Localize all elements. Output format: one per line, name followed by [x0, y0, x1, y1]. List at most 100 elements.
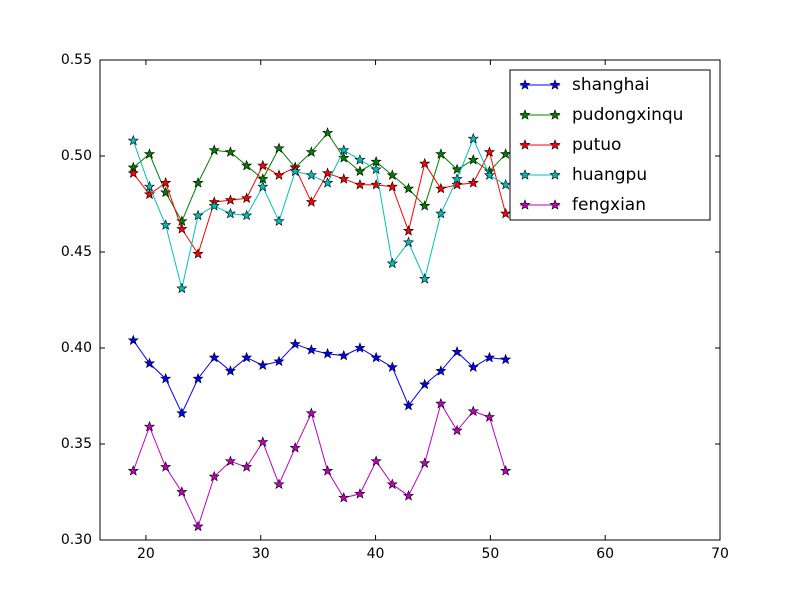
- point-marker: [289, 441, 301, 453]
- point-marker: [386, 169, 398, 180]
- point-marker: [402, 225, 415, 236]
- point-marker: [467, 153, 479, 165]
- legend-box: [509, 69, 711, 221]
- point-marker: [305, 196, 317, 207]
- point-marker: [483, 411, 496, 422]
- point-marker: [143, 180, 156, 192]
- point-marker: [467, 361, 479, 372]
- point-marker: [354, 488, 366, 499]
- point-marker: [192, 372, 204, 384]
- x-tick-label: 50: [481, 546, 499, 562]
- point-marker: [338, 144, 350, 155]
- point-marker: [224, 194, 236, 205]
- legend-label: putuo: [572, 135, 621, 155]
- point-marker: [160, 461, 172, 472]
- legend-label: huangpu: [572, 165, 647, 185]
- point-marker: [483, 351, 496, 363]
- point-marker: [192, 520, 204, 532]
- point-marker: [321, 167, 334, 179]
- plot-frame: [99, 59, 721, 541]
- legend-marker: [549, 109, 561, 120]
- point-marker: [208, 351, 220, 363]
- point-marker: [273, 355, 285, 367]
- point-marker: [160, 372, 172, 384]
- point-marker: [289, 338, 301, 349]
- point-marker: [500, 178, 512, 190]
- point-marker: [386, 257, 398, 269]
- point-marker: [176, 223, 188, 234]
- point-marker: [483, 169, 496, 180]
- point-marker: [354, 165, 366, 177]
- point-marker: [451, 424, 463, 436]
- point-marker: [273, 169, 285, 180]
- legend-marker: [519, 199, 531, 210]
- legend-marker: [519, 169, 531, 180]
- point-marker: [402, 399, 415, 411]
- point-marker: [143, 188, 156, 200]
- point-marker: [241, 209, 253, 221]
- point-marker: [208, 144, 220, 155]
- y-tick-label: 0.40: [61, 340, 92, 356]
- legend-marker: [549, 169, 561, 180]
- point-marker: [467, 177, 479, 188]
- point-marker: [241, 351, 253, 363]
- point-marker: [500, 353, 512, 365]
- point-marker: [402, 182, 415, 194]
- point-marker: [224, 365, 236, 376]
- point-marker: [321, 465, 334, 476]
- point-marker: [305, 169, 317, 180]
- point-marker: [451, 163, 463, 175]
- legend-label: shanghai: [572, 75, 650, 95]
- point-marker: [435, 182, 447, 194]
- y-tick-label: 0.30: [61, 532, 92, 548]
- point-marker: [370, 178, 382, 190]
- point-marker: [273, 142, 285, 154]
- point-marker: [176, 486, 188, 497]
- point-marker: [257, 180, 269, 192]
- point-marker: [370, 455, 382, 467]
- point-marker: [143, 357, 156, 369]
- x-tick-label: 30: [252, 546, 270, 562]
- point-marker: [467, 405, 479, 417]
- point-marker: [224, 146, 236, 157]
- point-marker: [160, 186, 172, 198]
- y-tick-label: 0.45: [61, 244, 92, 260]
- legend-label: pudongxinqu: [572, 105, 683, 125]
- x-tick-label: 20: [137, 546, 155, 562]
- y-tick-label: 0.35: [61, 436, 92, 452]
- point-marker: [224, 207, 236, 219]
- point-marker: [500, 465, 512, 476]
- point-marker: [354, 178, 366, 190]
- point-marker: [305, 407, 317, 419]
- point-marker: [386, 478, 398, 490]
- point-marker: [451, 178, 463, 190]
- point-marker: [435, 207, 447, 219]
- point-marker: [224, 455, 236, 467]
- point-marker: [305, 146, 317, 157]
- legend-marker: [519, 139, 531, 150]
- point-marker: [321, 177, 334, 188]
- point-marker: [451, 173, 463, 184]
- point-marker: [257, 159, 269, 171]
- point-marker: [500, 148, 512, 159]
- series-line: [132, 137, 506, 289]
- point-marker: [192, 177, 204, 188]
- point-marker: [500, 207, 512, 219]
- point-marker: [192, 209, 204, 221]
- point-marker: [338, 173, 350, 184]
- point-marker: [127, 465, 139, 476]
- point-marker: [419, 273, 431, 284]
- legend-marker: [549, 79, 561, 90]
- legend-label: fengxian: [572, 195, 646, 215]
- point-marker: [160, 219, 172, 230]
- point-marker: [483, 146, 496, 157]
- y-tick-label: 0.50: [61, 148, 92, 164]
- point-marker: [127, 134, 139, 146]
- point-marker: [338, 349, 350, 361]
- point-marker: [289, 165, 301, 177]
- legend: shanghai pudongxinqu putuo huangpu fengxian: [509, 69, 711, 221]
- point-marker: [419, 378, 431, 390]
- point-marker: [273, 215, 285, 227]
- series-line: [132, 340, 506, 415]
